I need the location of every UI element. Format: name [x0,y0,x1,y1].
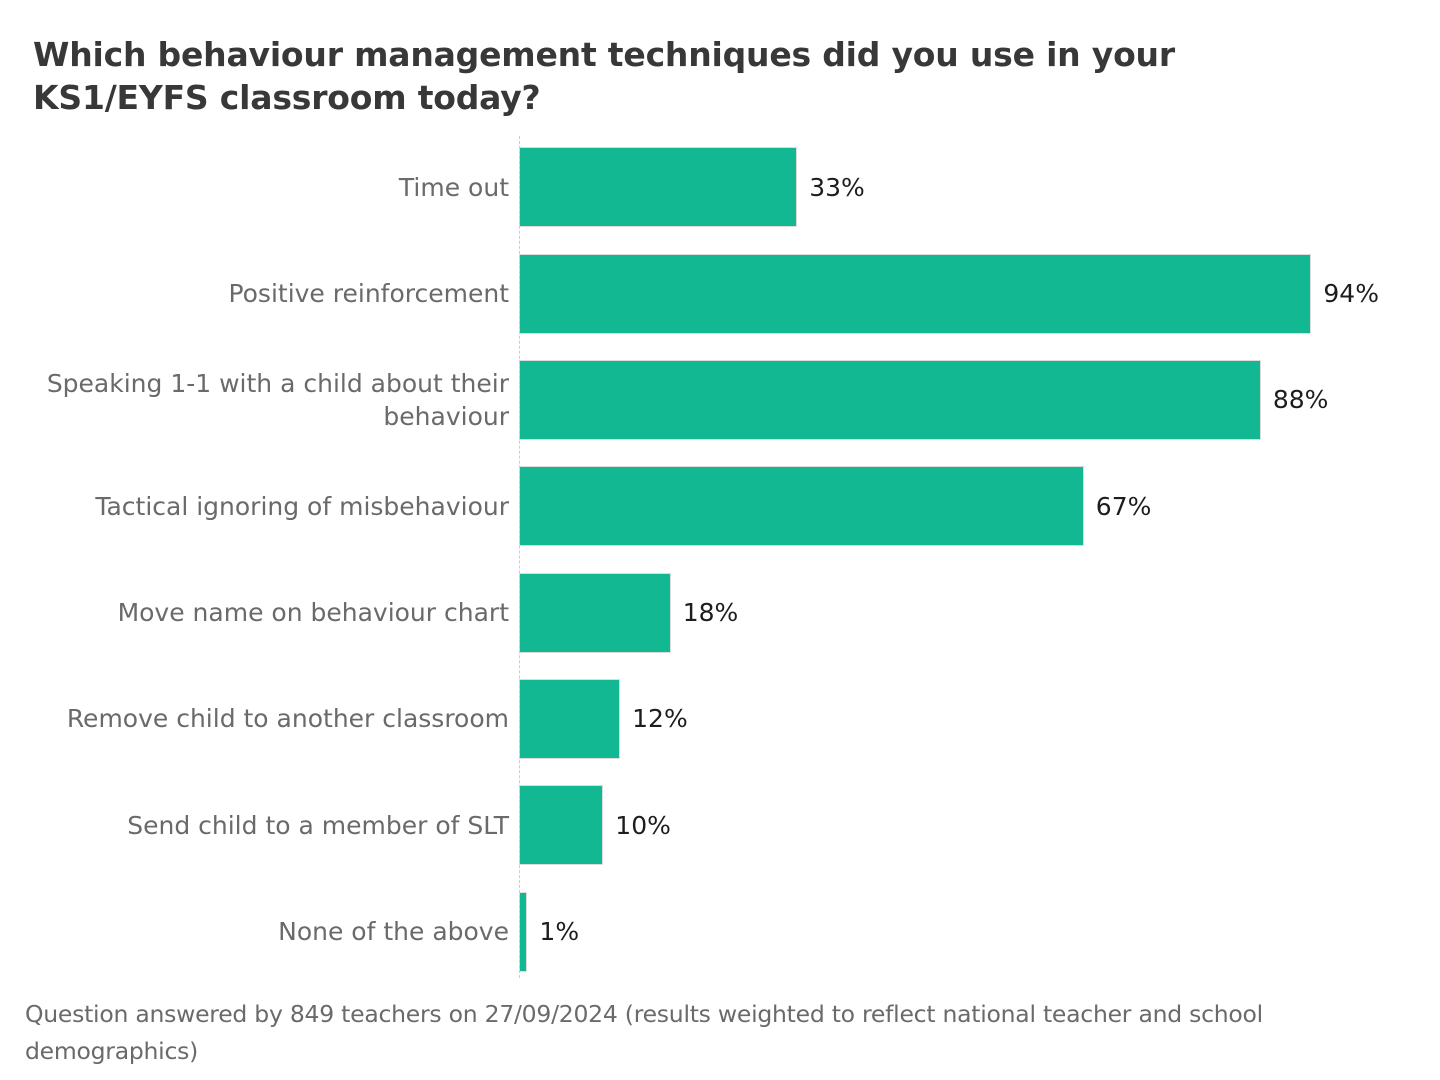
bar-track: 94% [519,253,1379,334]
bar [519,572,671,653]
value-label: 33% [809,172,865,202]
bar [519,359,1261,440]
bar [519,785,604,866]
bar [519,253,1312,334]
bar-row: Tactical ignoring of misbehaviour 67% [0,453,1440,559]
footnote: Question answered by 849 teachers on 27/… [25,1000,1263,1065]
category-label: Speaking 1-1 with a child about their be… [46,368,509,431]
bar-track: 33% [519,147,1362,228]
bar-track: 10% [519,785,1362,866]
bar-row: Time out 33% [0,134,1440,240]
bar-track: 88% [519,359,1362,440]
category-label: Time out [398,172,509,202]
bar-track: 12% [519,678,1362,759]
bar-row: Move name on behaviour chart 18% [0,559,1440,665]
value-label: 67% [1095,491,1152,521]
bar [519,466,1084,547]
value-label: 18% [682,598,739,628]
category-label: None of the above [278,917,509,947]
bar-track: 67% [519,466,1362,547]
bar [519,147,798,228]
bar-track: 1% [519,891,1362,972]
plot-area: Time out 33% Positive reinforcement 94% Spea… [0,134,1440,985]
value-label: 94% [1323,279,1379,309]
y-axis-line [519,136,520,978]
bar-row: Remove child to another classroom 12% [0,666,1440,772]
bar-row: Speaking 1-1 with a child about their be… [0,347,1440,453]
bar-row: None of the above 1% [0,879,1440,985]
chart-title: Which behaviour management techniques di… [33,35,1175,117]
category-label: Send child to a member of SLT [127,810,509,840]
category-label: Tactical ignoring of misbehaviour [95,491,509,521]
category-label: Positive reinforcement [228,279,509,309]
bar-track: 18% [519,572,1362,653]
value-label: 12% [632,704,688,734]
value-label: 1% [539,917,580,947]
category-label: Remove child to another classroom [66,704,509,734]
value-label: 88% [1272,385,1329,415]
category-label: Move name on behaviour chart [117,598,509,628]
bar-row: Positive reinforcement 94% [0,240,1440,346]
bar [519,891,528,972]
value-label: 10% [615,810,671,840]
bar [519,678,621,759]
bar-row: Send child to a member of SLT 10% [0,772,1440,878]
